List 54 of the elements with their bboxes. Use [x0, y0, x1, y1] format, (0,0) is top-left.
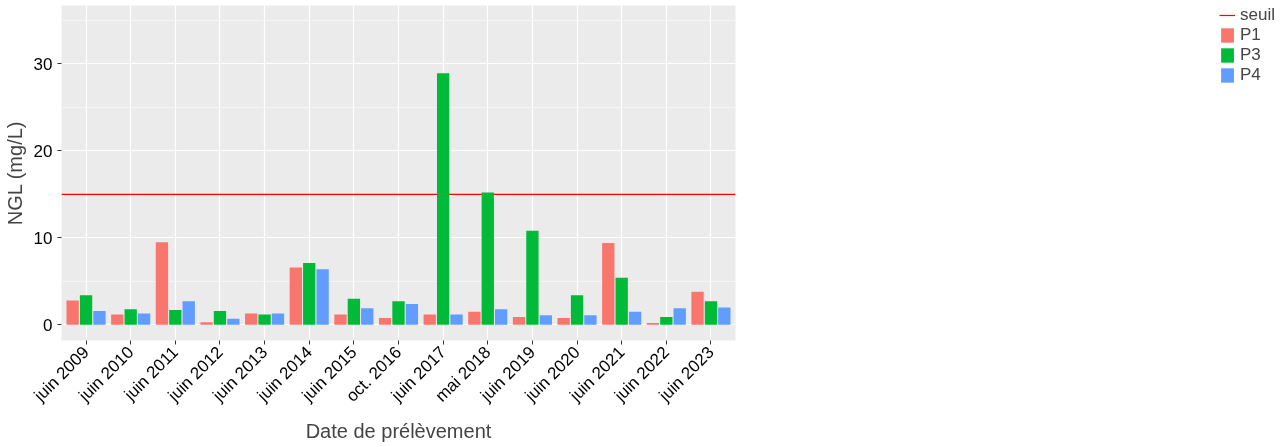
- legend-label: P1: [1240, 25, 1261, 45]
- bar: [628, 311, 642, 325]
- bar: [584, 315, 597, 325]
- bar: [423, 314, 436, 325]
- bar: [227, 318, 240, 325]
- bar: [557, 317, 570, 325]
- bar: [526, 230, 539, 325]
- bar: [602, 243, 615, 325]
- bar: [316, 269, 329, 325]
- bar: [691, 291, 704, 325]
- bar: [361, 308, 374, 325]
- legend-label: P3: [1240, 45, 1261, 65]
- bar: [512, 317, 526, 325]
- bar: [718, 307, 731, 325]
- y-tick-label: 10: [33, 228, 53, 248]
- bar: [271, 313, 285, 325]
- bar: [111, 314, 124, 325]
- y-tick-label: 20: [33, 141, 53, 161]
- bar: [405, 303, 419, 325]
- bar: [245, 313, 258, 325]
- legend-label: P4: [1240, 65, 1261, 85]
- bar: [481, 192, 494, 325]
- bar: [124, 309, 137, 325]
- x-axis-title: Date de prélèvement: [305, 420, 492, 443]
- bar: [182, 301, 195, 325]
- bar: [570, 295, 584, 325]
- bar: [392, 301, 405, 325]
- y-tick-label: 30: [33, 54, 53, 74]
- bar: [378, 317, 392, 325]
- bar: [450, 314, 463, 325]
- y-axis-title: NGL (mg/L): [3, 121, 26, 226]
- bar: [289, 267, 302, 325]
- legend-label: seuil: [1240, 5, 1275, 25]
- bar: [615, 277, 628, 325]
- y-tick-label: 0: [43, 315, 53, 335]
- bar: [169, 310, 182, 325]
- bar: [673, 308, 686, 325]
- bar: [334, 314, 347, 325]
- bar: [495, 309, 508, 325]
- bar: [539, 315, 552, 325]
- bar: [93, 310, 106, 325]
- bar: [79, 295, 93, 325]
- bar: [436, 73, 450, 325]
- bar: [200, 322, 213, 325]
- bar: [468, 311, 481, 325]
- bar: [66, 300, 79, 325]
- bar: [704, 301, 718, 325]
- bar: [213, 310, 227, 325]
- bar: [137, 313, 151, 325]
- bar: [660, 317, 673, 325]
- bar: [347, 298, 361, 325]
- bar: [258, 314, 271, 325]
- bar: [155, 242, 169, 325]
- bar: [303, 263, 316, 325]
